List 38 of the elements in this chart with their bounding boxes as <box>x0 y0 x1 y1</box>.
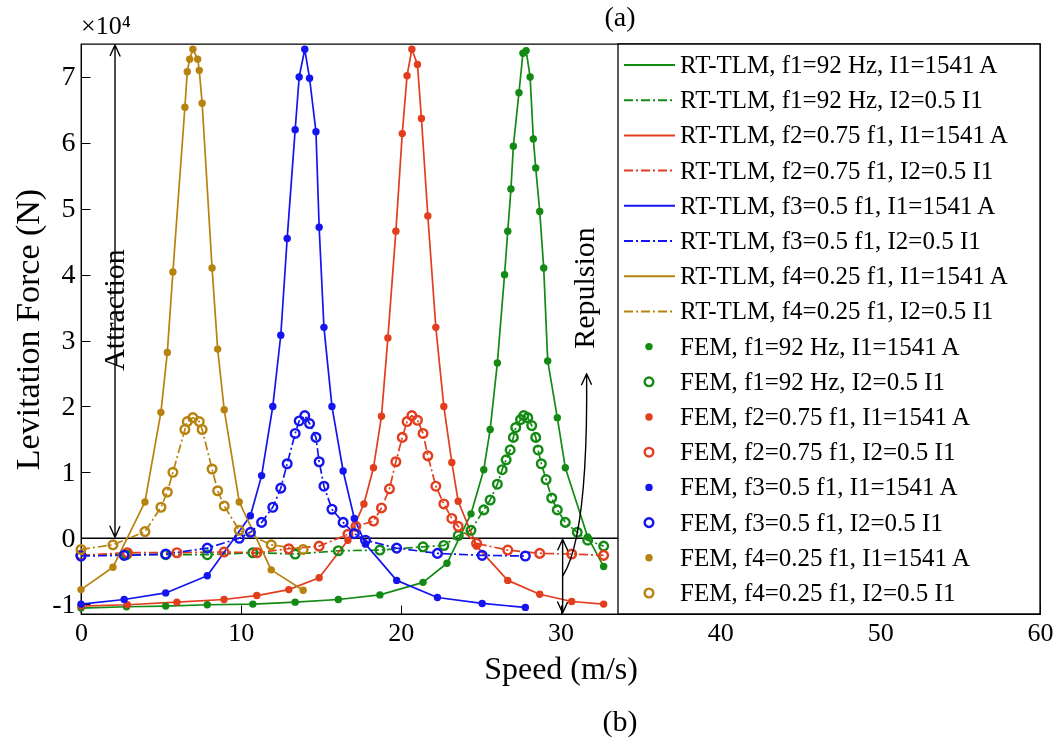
x-tick-label: 10 <box>228 617 255 647</box>
legend-label: FEM, f3=0.5 f1, I1=1541 A <box>680 473 958 501</box>
legend-label: RT-TLM, f4=0.25 f1, I1=1541 A <box>680 262 1008 290</box>
text: (a) <box>604 1 636 32</box>
y-tick-label: 5 <box>61 192 76 224</box>
y-tick-label: 4 <box>61 258 76 290</box>
y-tick-label: 3 <box>61 324 76 356</box>
x-tick-label: 40 <box>707 617 734 647</box>
legend-label: RT-TLM, f3=0.5 f1, I2=0.5 I1 <box>680 227 981 254</box>
legend-label: RT-TLM, f2=0.75 f1, I2=0.5 I1 <box>680 156 994 184</box>
text: ×10⁴ <box>81 11 131 40</box>
legend-label: FEM, f1=92 Hz, I2=0.5 I1 <box>680 367 945 395</box>
annotation: Repulsion <box>567 227 600 349</box>
legend-label: RT-TLM, f2=0.75 f1, I1=1541 A <box>680 121 1008 149</box>
legend-label: FEM, f4=0.25 f1, I1=1541 A <box>680 543 971 571</box>
y-tick-label: -1 <box>52 587 76 619</box>
legend-label: FEM, f2=0.75 f1, I2=0.5 I1 <box>680 438 956 466</box>
x-tick-label: 60 <box>1027 617 1054 647</box>
legend-label: RT-TLM, f4=0.25 f1, I2=0.5 I1 <box>680 297 994 325</box>
legend-label: RT-TLM, f3=0.5 f1, I1=1541 A <box>680 191 996 219</box>
x-tick-label: 30 <box>548 617 574 647</box>
y-tick-label: 7 <box>61 60 76 92</box>
legend-label: FEM, f2=0.75 f1, I1=1541 A <box>680 403 971 430</box>
x-tick-label: 20 <box>388 617 415 647</box>
legend-label: FEM, f3=0.5 f1, I2=0.5 I1 <box>680 508 943 536</box>
x-tick-label: 50 <box>867 617 894 647</box>
text: (b) <box>602 704 638 738</box>
legend-label: FEM, f4=0.25 f1, I2=0.5 I1 <box>680 579 956 606</box>
y-axis-title: Levitation Force (N) <box>9 188 48 471</box>
y-tick-label: 1 <box>61 455 76 487</box>
y-tick-label: 0 <box>61 521 76 553</box>
legend-label: RT-TLM, f1=92 Hz, I2=0.5 I1 <box>680 86 983 114</box>
y-tick-label: 2 <box>61 389 76 421</box>
legend-label: RT-TLM, f1=92 Hz, I1=1541 A <box>680 51 998 78</box>
x-axis-title: Speed (m/s) <box>484 649 638 686</box>
legend-label: FEM, f1=92 Hz, I1=1541 A <box>680 332 960 360</box>
annotation: Attraction <box>97 249 130 371</box>
y-tick-label: 6 <box>61 126 76 158</box>
